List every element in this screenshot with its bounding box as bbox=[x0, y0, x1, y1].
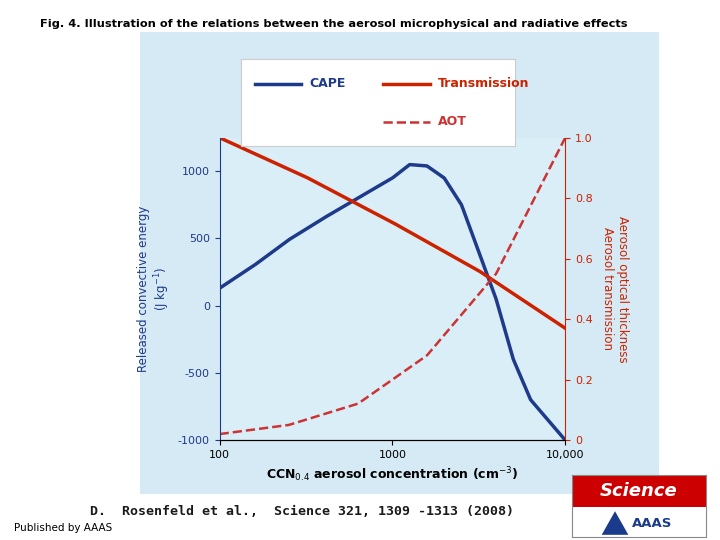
Y-axis label: Aerosol optical thickness
Aerosol transmission: Aerosol optical thickness Aerosol transm… bbox=[601, 215, 629, 362]
Text: CAPE: CAPE bbox=[310, 77, 346, 90]
Text: AAAS: AAAS bbox=[632, 517, 672, 530]
Bar bbox=[572, 475, 706, 508]
Text: Fig. 4. Illustration of the relations between the aerosol microphysical and radi: Fig. 4. Illustration of the relations be… bbox=[40, 19, 627, 29]
X-axis label: CCN$_{0.4}$ aerosol concentration (cm$^{-3}$): CCN$_{0.4}$ aerosol concentration (cm$^{… bbox=[266, 465, 518, 484]
Text: AOT: AOT bbox=[438, 115, 467, 128]
Text: Published by AAAS: Published by AAAS bbox=[14, 523, 112, 533]
Text: Science: Science bbox=[600, 482, 678, 501]
Polygon shape bbox=[602, 511, 629, 535]
Text: Transmission: Transmission bbox=[438, 77, 530, 90]
Text: D.  Rosenfeld et al.,  Science 321, 1309 -1313 (2008): D. Rosenfeld et al., Science 321, 1309 -… bbox=[91, 505, 514, 518]
Y-axis label: Released convective energy
(J kg$^{-1}$): Released convective energy (J kg$^{-1}$) bbox=[137, 206, 172, 372]
